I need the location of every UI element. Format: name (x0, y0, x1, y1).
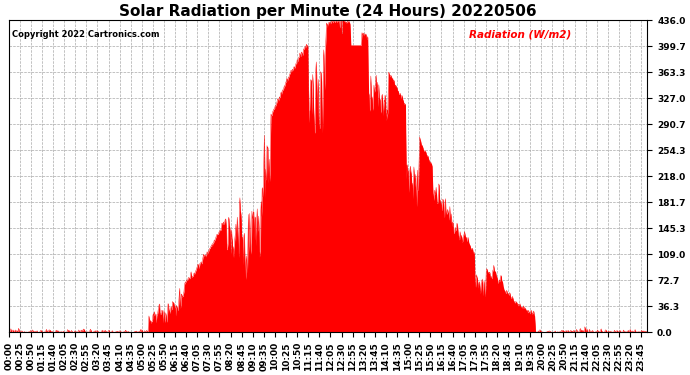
Text: Copyright 2022 Cartronics.com: Copyright 2022 Cartronics.com (12, 30, 159, 39)
Text: Radiation (W/m2): Radiation (W/m2) (469, 30, 571, 40)
Title: Solar Radiation per Minute (24 Hours) 20220506: Solar Radiation per Minute (24 Hours) 20… (119, 4, 537, 19)
